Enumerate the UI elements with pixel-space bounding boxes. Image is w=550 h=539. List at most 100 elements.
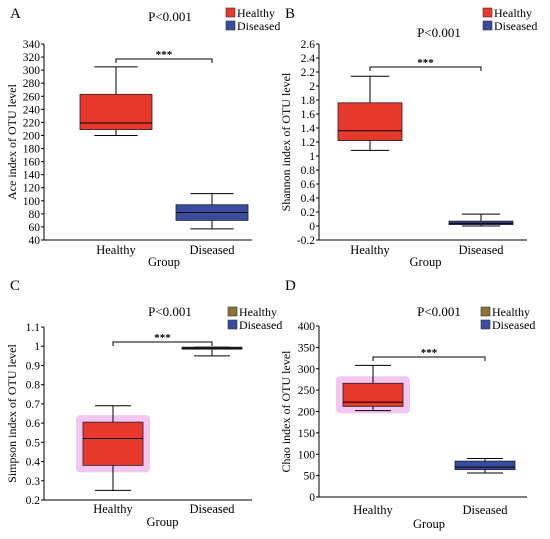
significance-bracket (372, 356, 486, 361)
x-axis-label: Group (410, 255, 442, 269)
x-category-label: Diseased (189, 502, 235, 516)
box-healthy (337, 75, 403, 151)
legend-label: Healthy (492, 305, 530, 319)
x-category-label: Healthy (96, 243, 136, 257)
legend-swatch (227, 306, 238, 317)
y-axis-label: Chao index of OTU level (279, 350, 293, 473)
x-axis-label: Group (148, 255, 180, 269)
legend-swatch (225, 20, 236, 31)
y-tick-label: 0.4 (26, 457, 41, 469)
y-tick-label: 60 (29, 222, 41, 234)
y-tick-label: 100 (23, 196, 41, 208)
significance-stars: *** (417, 57, 434, 69)
iqr-box (82, 421, 144, 466)
y-tick-label: 260 (23, 91, 41, 103)
x-category-label: Diseased (189, 243, 235, 257)
y-tick-label: 0.2 (26, 495, 41, 507)
legend-label: Diseased (237, 19, 280, 33)
y-tick-label: 1.8 (301, 95, 316, 107)
iqr-box (337, 102, 403, 142)
significance-bracket (115, 58, 213, 63)
y-tick-label: 100 (298, 449, 316, 461)
legend-swatch (482, 20, 493, 31)
y-tick-label: 0.5 (26, 437, 41, 449)
y-tick-label: 340 (23, 39, 41, 51)
y-tick-label: 1.2 (301, 137, 316, 149)
significance-bracket (369, 66, 482, 71)
y-tick-label: 200 (298, 407, 316, 419)
y-tick-label: 0 (309, 492, 315, 504)
x-category-label: Healthy (93, 502, 133, 516)
y-tick-label: 350 (298, 342, 316, 354)
p-value-title: P<0.001 (417, 304, 461, 319)
y-tick-label: 2.2 (301, 67, 316, 79)
p-value-title: P<0.001 (148, 9, 192, 24)
y-tick-label: 120 (23, 183, 41, 195)
y-tick-label: 80 (29, 209, 41, 221)
x-category-label: Healthy (350, 243, 390, 257)
legend-label: Healthy (237, 6, 275, 20)
y-tick-label: 2.4 (301, 53, 316, 65)
y-tick-label: 2.6 (301, 39, 316, 51)
x-axis-label: Group (413, 517, 445, 531)
box-healthy (79, 66, 153, 136)
legend-label: Diseased (239, 318, 282, 332)
panel-a: A P<0.001 HealthyDiseased40608010012014016… (5, 6, 280, 269)
iqr-box (454, 460, 516, 471)
y-tick-label: 1.1 (26, 322, 41, 334)
y-tick-label: 0.7 (26, 399, 41, 411)
box-healthy (76, 405, 150, 491)
y-tick-label: 240 (23, 104, 41, 116)
y-tick-label: 0.6 (26, 418, 41, 430)
legend-swatch (480, 319, 491, 330)
y-tick-label: 140 (23, 170, 41, 182)
box-diseased (454, 458, 516, 474)
box-healthy (336, 364, 410, 414)
y-tick-label: 160 (23, 157, 41, 169)
y-tick-label: 250 (298, 385, 316, 397)
y-tick-label: 40 (29, 235, 41, 247)
box-diseased (181, 346, 243, 357)
y-tick-label: 0.6 (301, 179, 316, 191)
y-tick-label: 1.6 (301, 109, 316, 121)
y-tick-label: 1 (309, 151, 315, 163)
legend-label: Healthy (239, 305, 277, 319)
y-tick-label: 300 (23, 65, 41, 77)
y-tick-label: 0.8 (26, 380, 41, 392)
y-tick-label: 400 (298, 321, 316, 333)
y-tick-label: 1 (34, 341, 40, 353)
iqr-box (342, 382, 404, 407)
significance-stars: *** (154, 332, 171, 344)
legend-swatch (227, 319, 238, 330)
legend-swatch (480, 306, 491, 317)
panel-letter: A (10, 6, 21, 22)
y-tick-label: 0 (309, 221, 315, 233)
y-tick-label: 300 (298, 364, 316, 376)
p-value-title: P<0.001 (148, 304, 192, 319)
panel-letter: C (10, 278, 20, 294)
panel-c: CP<0.001 HealthyDiseased0.20.30.40.50.60.… (5, 278, 282, 529)
y-tick-label: 2 (309, 81, 315, 93)
y-tick-label: 0.4 (301, 193, 316, 205)
x-category-label: Diseased (462, 503, 508, 517)
y-tick-label: 320 (23, 52, 41, 64)
y-tick-label: -0.2 (297, 235, 315, 247)
x-category-label: Diseased (458, 243, 504, 257)
panel-letter: B (285, 6, 295, 22)
y-tick-label: 0.2 (301, 207, 316, 219)
legend-swatch (225, 7, 236, 18)
significance-bracket (112, 341, 213, 346)
x-category-label: Healthy (353, 503, 393, 517)
y-tick-label: 180 (23, 144, 41, 156)
significance-stars: *** (421, 347, 438, 359)
y-tick-label: 0.3 (26, 476, 41, 488)
y-tick-label: 280 (23, 78, 41, 90)
y-tick-label: 200 (23, 130, 41, 142)
significance-stars: *** (156, 49, 173, 61)
y-tick-label: 1.4 (301, 123, 316, 135)
panel-letter: D (285, 278, 296, 294)
legend-swatch (482, 7, 493, 18)
y-axis-label: Simpson index of OTU level (5, 344, 19, 483)
legend-label: Healthy (494, 6, 532, 20)
